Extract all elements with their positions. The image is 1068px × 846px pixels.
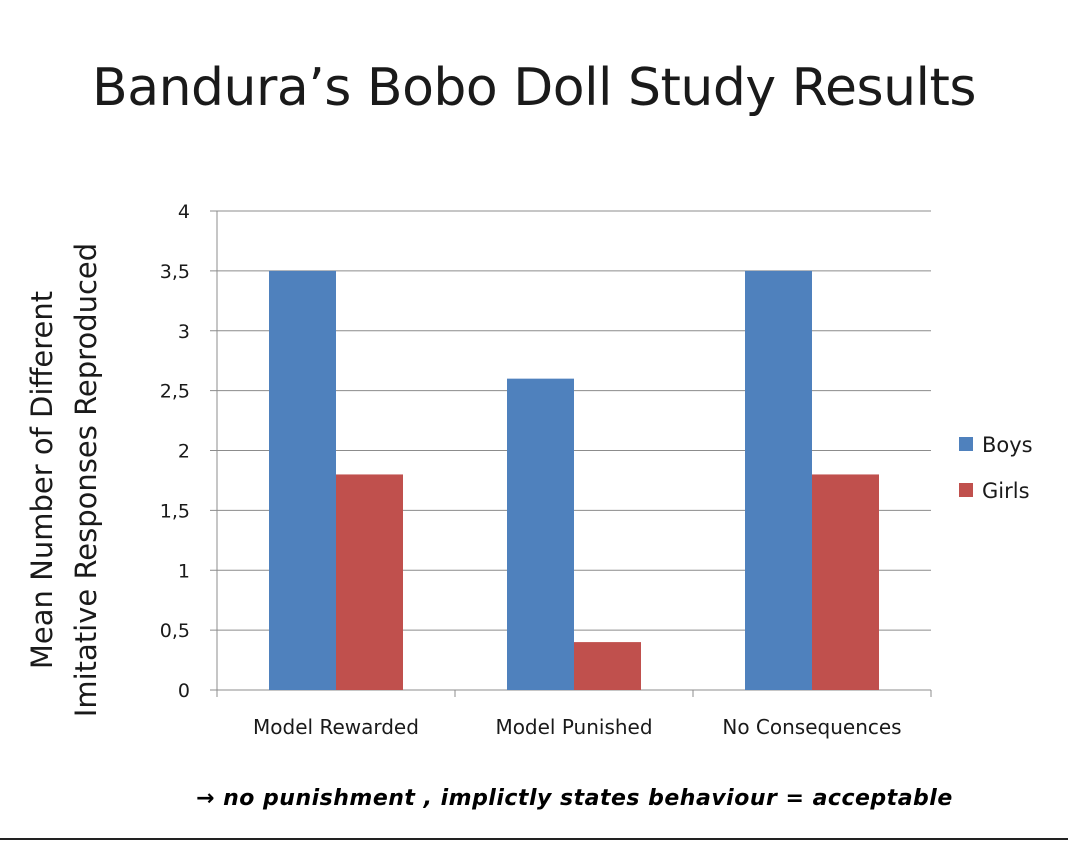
handwritten-note: → no punishment , implictly states behav… [196, 786, 953, 811]
y-tick-label-2: 1 [178, 560, 190, 582]
bar-boys-1 [507, 378, 574, 690]
y-tick-label-5: 2,5 [160, 381, 190, 403]
legend-swatch-girls [959, 483, 973, 497]
y-tick-label-1: 0,5 [160, 620, 190, 642]
slide-title: Bandura’s Bobo Doll Study Results [92, 58, 976, 118]
bar-boys-2 [745, 270, 812, 690]
y-tick-label-7: 3,5 [160, 261, 190, 283]
x-category-label-1: Model Punished [495, 715, 652, 739]
y-tick-label-0: 0 [178, 680, 190, 702]
x-category-label-0: Model Rewarded [253, 715, 419, 739]
bar-boys-0 [269, 270, 336, 690]
bottom-divider [0, 838, 1068, 840]
y-tick-label-6: 3 [178, 321, 190, 343]
bar-girls-0 [336, 474, 403, 690]
x-category-label-2: No Consequences [722, 715, 901, 739]
y-tick-label-4: 2 [178, 441, 190, 463]
legend-label-boys: Boys [982, 433, 1033, 457]
legend-label-girls: Girls [982, 479, 1030, 503]
legend-swatch-boys [959, 437, 973, 451]
bar-girls-2 [812, 474, 879, 690]
y-tick-label-8: 4 [178, 201, 190, 223]
bar-girls-1 [574, 642, 641, 690]
y-tick-label-3: 1,5 [160, 500, 190, 522]
